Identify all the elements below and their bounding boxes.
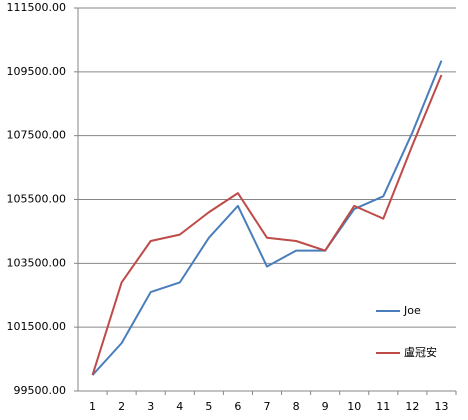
y-tick-label: 107500.00	[7, 129, 67, 142]
y-tick-label: 99500.00	[14, 384, 67, 397]
y-tick-label: 109500.00	[7, 65, 67, 78]
x-tick-label: 2	[118, 400, 125, 413]
x-tick-label: 11	[376, 400, 390, 413]
x-tick-label: 1	[89, 400, 96, 413]
x-tick-label: 7	[264, 400, 271, 413]
x-tick-label: 6	[234, 400, 241, 413]
x-tick-label: 3	[147, 400, 154, 413]
legend-label: Joe	[403, 304, 421, 317]
y-tick-label: 101500.00	[7, 320, 67, 333]
y-tick-label: 103500.00	[7, 256, 67, 269]
x-tick-label: 4	[176, 400, 183, 413]
x-tick-label: 13	[434, 400, 448, 413]
x-tick-label: 9	[322, 400, 329, 413]
x-tick-label: 12	[405, 400, 419, 413]
y-tick-label: 105500.00	[7, 193, 67, 206]
x-tick-label: 8	[293, 400, 300, 413]
series-line	[91, 74, 443, 376]
y-tick-label: 111500.00	[7, 1, 67, 14]
series-line	[91, 60, 443, 376]
x-tick-label: 10	[347, 400, 361, 413]
legend-label: 盧冠安	[404, 345, 437, 359]
x-tick-label: 5	[205, 400, 212, 413]
